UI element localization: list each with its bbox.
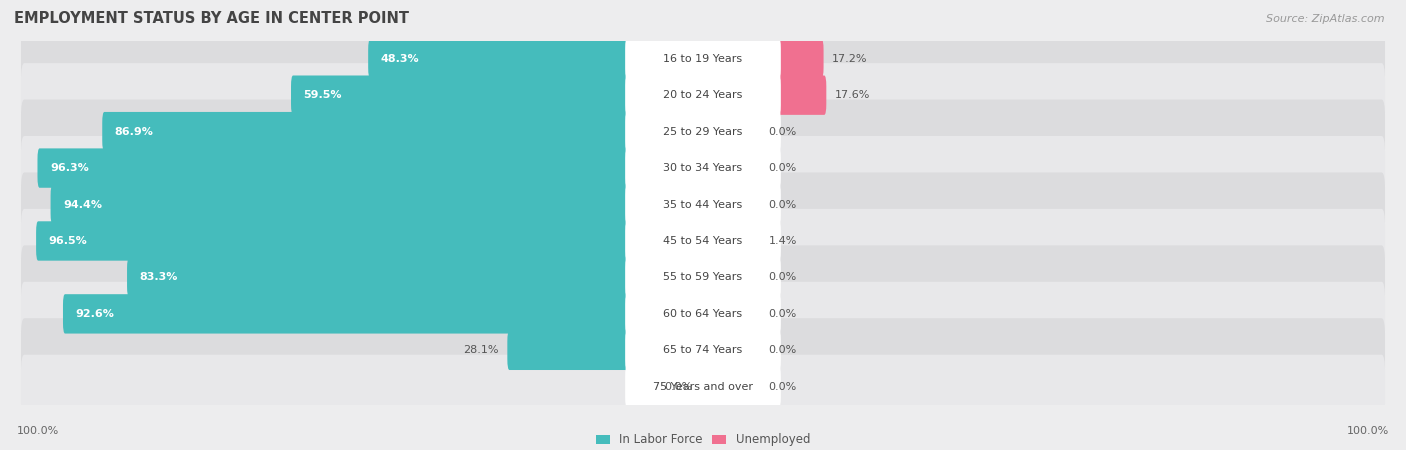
Text: 100.0%: 100.0% <box>17 427 59 436</box>
Text: 0.0%: 0.0% <box>769 382 797 392</box>
FancyBboxPatch shape <box>702 331 761 370</box>
FancyBboxPatch shape <box>702 112 761 151</box>
Text: 92.6%: 92.6% <box>76 309 114 319</box>
FancyBboxPatch shape <box>702 39 824 78</box>
FancyBboxPatch shape <box>626 329 780 371</box>
FancyBboxPatch shape <box>626 184 780 225</box>
FancyBboxPatch shape <box>37 221 704 261</box>
Text: EMPLOYMENT STATUS BY AGE IN CENTER POINT: EMPLOYMENT STATUS BY AGE IN CENTER POINT <box>14 11 409 26</box>
FancyBboxPatch shape <box>103 112 704 151</box>
Text: 48.3%: 48.3% <box>381 54 419 64</box>
FancyBboxPatch shape <box>626 38 780 80</box>
FancyBboxPatch shape <box>21 99 1385 164</box>
Text: 59.5%: 59.5% <box>304 90 342 100</box>
Text: 0.0%: 0.0% <box>769 126 797 137</box>
Text: 17.2%: 17.2% <box>832 54 868 64</box>
FancyBboxPatch shape <box>21 136 1385 200</box>
Text: 55 to 59 Years: 55 to 59 Years <box>664 272 742 283</box>
FancyBboxPatch shape <box>38 148 704 188</box>
FancyBboxPatch shape <box>626 256 780 298</box>
Text: 45 to 54 Years: 45 to 54 Years <box>664 236 742 246</box>
Text: 0.0%: 0.0% <box>769 163 797 173</box>
FancyBboxPatch shape <box>626 74 780 116</box>
FancyBboxPatch shape <box>368 39 704 78</box>
Text: 94.4%: 94.4% <box>63 199 103 210</box>
Text: 75 Years and over: 75 Years and over <box>652 382 754 392</box>
Text: 65 to 74 Years: 65 to 74 Years <box>664 345 742 356</box>
Text: 28.1%: 28.1% <box>464 345 499 356</box>
FancyBboxPatch shape <box>626 293 780 335</box>
Text: 25 to 29 Years: 25 to 29 Years <box>664 126 742 137</box>
Text: 20 to 24 Years: 20 to 24 Years <box>664 90 742 100</box>
Text: 83.3%: 83.3% <box>139 272 177 283</box>
FancyBboxPatch shape <box>21 318 1385 382</box>
FancyBboxPatch shape <box>21 282 1385 346</box>
Text: 0.0%: 0.0% <box>769 272 797 283</box>
FancyBboxPatch shape <box>702 221 761 261</box>
FancyBboxPatch shape <box>626 111 780 153</box>
Text: 16 to 19 Years: 16 to 19 Years <box>664 54 742 64</box>
FancyBboxPatch shape <box>21 209 1385 273</box>
FancyBboxPatch shape <box>702 258 761 297</box>
Legend: In Labor Force, Unemployed: In Labor Force, Unemployed <box>596 433 810 446</box>
FancyBboxPatch shape <box>702 294 761 333</box>
Text: 0.0%: 0.0% <box>769 345 797 356</box>
FancyBboxPatch shape <box>626 366 780 408</box>
FancyBboxPatch shape <box>702 185 761 224</box>
Text: 17.6%: 17.6% <box>835 90 870 100</box>
FancyBboxPatch shape <box>626 147 780 189</box>
FancyBboxPatch shape <box>291 76 704 115</box>
Text: 0.0%: 0.0% <box>665 382 693 392</box>
FancyBboxPatch shape <box>702 367 761 406</box>
FancyBboxPatch shape <box>21 355 1385 419</box>
FancyBboxPatch shape <box>51 185 704 224</box>
FancyBboxPatch shape <box>21 63 1385 127</box>
Text: 86.9%: 86.9% <box>115 126 153 137</box>
FancyBboxPatch shape <box>21 172 1385 237</box>
FancyBboxPatch shape <box>508 331 704 370</box>
FancyBboxPatch shape <box>63 294 704 333</box>
FancyBboxPatch shape <box>702 148 761 188</box>
Text: 35 to 44 Years: 35 to 44 Years <box>664 199 742 210</box>
Text: 0.0%: 0.0% <box>769 199 797 210</box>
Text: 60 to 64 Years: 60 to 64 Years <box>664 309 742 319</box>
FancyBboxPatch shape <box>127 258 704 297</box>
Text: Source: ZipAtlas.com: Source: ZipAtlas.com <box>1267 14 1385 23</box>
FancyBboxPatch shape <box>21 245 1385 310</box>
Text: 96.5%: 96.5% <box>48 236 87 246</box>
Text: 1.4%: 1.4% <box>769 236 797 246</box>
Text: 96.3%: 96.3% <box>49 163 89 173</box>
FancyBboxPatch shape <box>21 27 1385 91</box>
FancyBboxPatch shape <box>702 76 827 115</box>
FancyBboxPatch shape <box>626 220 780 262</box>
Text: 100.0%: 100.0% <box>1347 427 1389 436</box>
Text: 0.0%: 0.0% <box>769 309 797 319</box>
Text: 30 to 34 Years: 30 to 34 Years <box>664 163 742 173</box>
